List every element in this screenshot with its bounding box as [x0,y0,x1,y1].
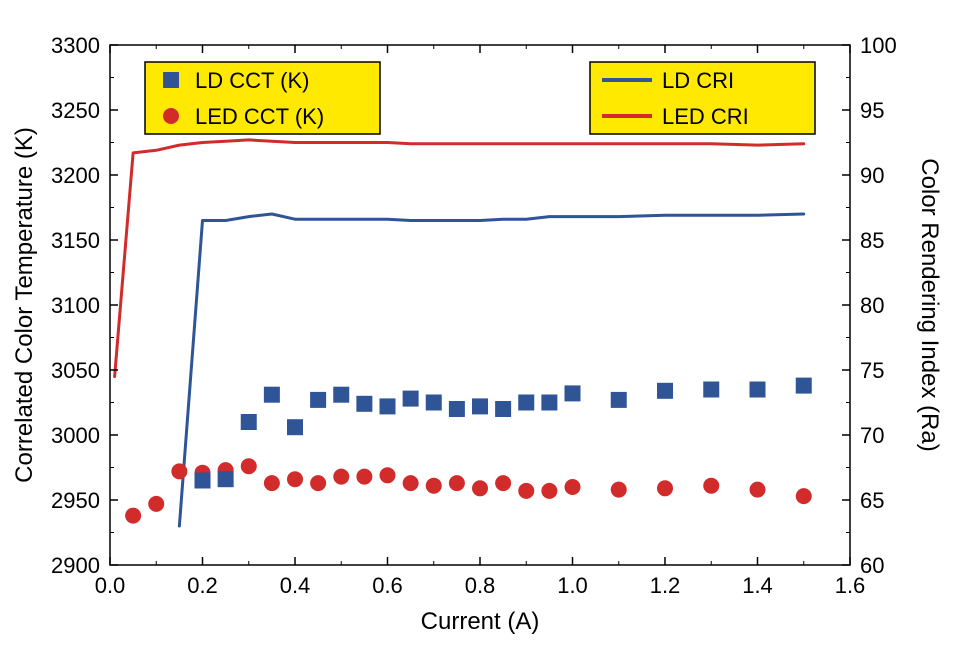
svg-text:LED CRI: LED CRI [662,104,749,129]
svg-text:85: 85 [860,228,884,253]
svg-text:3250: 3250 [51,98,100,123]
chart-svg: 0.00.20.40.60.81.01.21.41.6Current (A)29… [0,0,960,670]
svg-text:2900: 2900 [51,553,100,578]
svg-text:3050: 3050 [51,358,100,383]
svg-text:0.4: 0.4 [280,573,311,598]
svg-text:1.4: 1.4 [742,573,773,598]
svg-text:3200: 3200 [51,163,100,188]
svg-text:3150: 3150 [51,228,100,253]
svg-text:0.2: 0.2 [187,573,218,598]
svg-text:1.0: 1.0 [557,573,588,598]
svg-text:LD CCT (K): LD CCT (K) [195,68,310,93]
svg-text:2950: 2950 [51,488,100,513]
svg-text:70: 70 [860,423,884,448]
svg-text:60: 60 [860,553,884,578]
svg-text:65: 65 [860,488,884,513]
svg-text:LD CRI: LD CRI [662,68,734,93]
svg-text:75: 75 [860,358,884,383]
svg-text:1.2: 1.2 [650,573,681,598]
svg-text:3000: 3000 [51,423,100,448]
svg-text:3300: 3300 [51,33,100,58]
svg-text:Correlated Color Temperature (: Correlated Color Temperature (K) [11,127,38,483]
chart-container: 0.00.20.40.60.81.01.21.41.6Current (A)29… [0,0,960,670]
svg-text:Color Rendering Index (Ra): Color Rendering Index (Ra) [916,158,943,451]
svg-text:0.8: 0.8 [465,573,496,598]
svg-text:LED CCT (K): LED CCT (K) [195,104,324,129]
svg-text:80: 80 [860,293,884,318]
svg-text:95: 95 [860,98,884,123]
svg-text:100: 100 [860,33,897,58]
svg-text:3100: 3100 [51,293,100,318]
svg-text:90: 90 [860,163,884,188]
svg-text:0.6: 0.6 [372,573,403,598]
svg-text:Current (A): Current (A) [421,608,540,635]
